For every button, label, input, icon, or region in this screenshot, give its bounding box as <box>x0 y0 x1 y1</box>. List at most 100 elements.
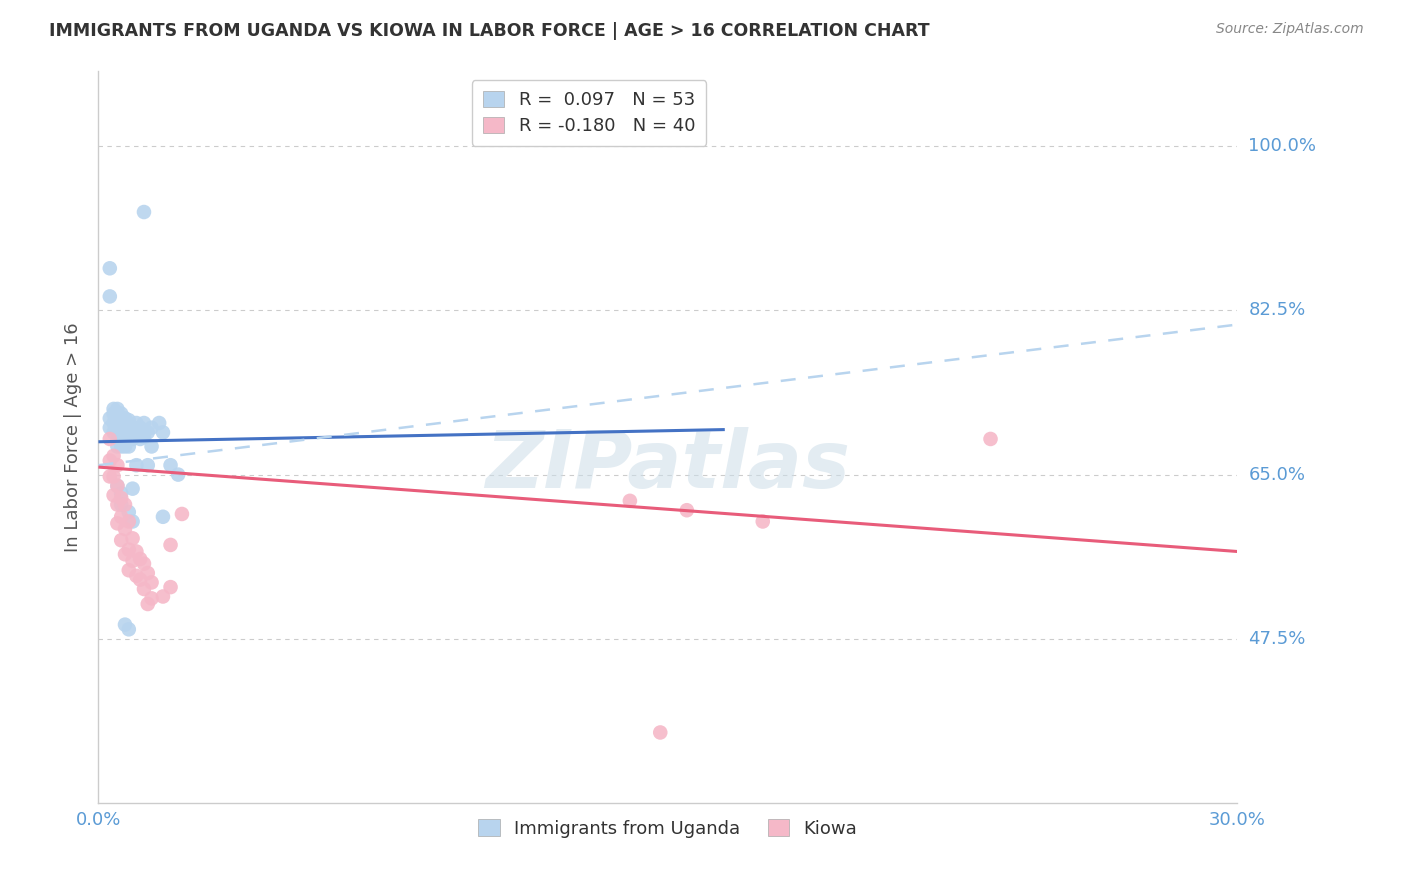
Point <box>141 420 163 434</box>
Point <box>619 493 641 508</box>
Legend: Immigrants from Uganda, Kiowa: Immigrants from Uganda, Kiowa <box>471 813 865 845</box>
Point <box>103 469 125 483</box>
Point <box>114 420 136 434</box>
Point <box>676 503 699 517</box>
Point <box>107 432 129 446</box>
Point <box>141 575 163 590</box>
Point <box>125 569 148 583</box>
Point <box>141 591 163 606</box>
Point <box>103 416 125 430</box>
Point <box>132 557 155 571</box>
Point <box>170 507 193 521</box>
Point <box>114 522 136 536</box>
Point <box>107 407 129 421</box>
Point <box>125 458 148 473</box>
Point <box>132 205 155 219</box>
Point <box>121 554 143 568</box>
Text: ZIPatlas: ZIPatlas <box>485 427 851 506</box>
Point <box>98 469 121 483</box>
Point <box>125 425 148 440</box>
Point <box>103 407 125 421</box>
Point <box>107 416 129 430</box>
Point <box>107 498 129 512</box>
Point <box>159 580 181 594</box>
Point <box>121 515 143 529</box>
Point <box>132 430 155 444</box>
Point <box>152 509 174 524</box>
Point <box>110 407 132 421</box>
Point <box>167 467 190 482</box>
Point <box>141 440 163 454</box>
Point <box>129 573 152 587</box>
Point <box>152 425 174 440</box>
Point <box>103 488 125 502</box>
Point <box>98 453 121 467</box>
Point <box>152 590 174 604</box>
Point <box>136 597 159 611</box>
Point <box>114 430 136 444</box>
Point <box>118 542 141 557</box>
Point <box>98 411 121 425</box>
Point <box>114 498 136 512</box>
Point <box>148 416 170 430</box>
Point <box>125 416 148 430</box>
Text: 65.0%: 65.0% <box>1249 466 1305 483</box>
Point <box>118 505 141 519</box>
Point <box>103 425 125 440</box>
Point <box>110 432 132 446</box>
Point <box>110 533 132 548</box>
Point <box>979 432 1001 446</box>
Point <box>98 420 121 434</box>
Point <box>98 289 121 303</box>
Text: IMMIGRANTS FROM UGANDA VS KIOWA IN LABOR FORCE | AGE > 16 CORRELATION CHART: IMMIGRANTS FROM UGANDA VS KIOWA IN LABOR… <box>49 22 929 40</box>
Point <box>159 458 181 473</box>
Point <box>103 401 125 416</box>
Text: 47.5%: 47.5% <box>1249 630 1306 648</box>
Point <box>103 449 125 463</box>
Point <box>752 515 775 529</box>
Point <box>118 623 141 637</box>
Point <box>121 432 143 446</box>
Point <box>121 532 143 546</box>
Point <box>121 482 143 496</box>
Y-axis label: In Labor Force | Age > 16: In Labor Force | Age > 16 <box>63 322 82 552</box>
Point <box>118 563 141 577</box>
Point <box>107 401 129 416</box>
Point <box>110 491 132 505</box>
Point <box>107 479 129 493</box>
Point <box>136 566 159 580</box>
Text: 82.5%: 82.5% <box>1249 301 1306 319</box>
Point <box>110 423 132 437</box>
Point <box>107 440 129 454</box>
Point <box>114 547 136 561</box>
Point <box>114 411 136 425</box>
Point <box>110 509 132 524</box>
Point <box>136 458 159 473</box>
Point <box>121 420 143 434</box>
Point <box>650 725 672 739</box>
Point <box>118 425 141 440</box>
Point <box>118 440 141 454</box>
Point <box>110 416 132 430</box>
Point <box>129 552 152 566</box>
Point <box>136 425 159 440</box>
Point <box>125 544 148 558</box>
Point <box>98 261 121 276</box>
Point <box>107 516 129 531</box>
Point <box>118 515 141 529</box>
Point <box>107 425 129 440</box>
Point <box>118 413 141 427</box>
Point <box>107 458 129 473</box>
Text: Source: ZipAtlas.com: Source: ZipAtlas.com <box>1216 22 1364 37</box>
Point <box>132 582 155 596</box>
Point <box>129 420 152 434</box>
Point <box>129 432 152 446</box>
Point <box>110 486 132 500</box>
Text: 100.0%: 100.0% <box>1249 137 1316 155</box>
Point <box>132 416 155 430</box>
Point <box>110 440 132 454</box>
Point <box>107 479 129 493</box>
Point <box>159 538 181 552</box>
Point <box>98 432 121 446</box>
Point <box>114 440 136 454</box>
